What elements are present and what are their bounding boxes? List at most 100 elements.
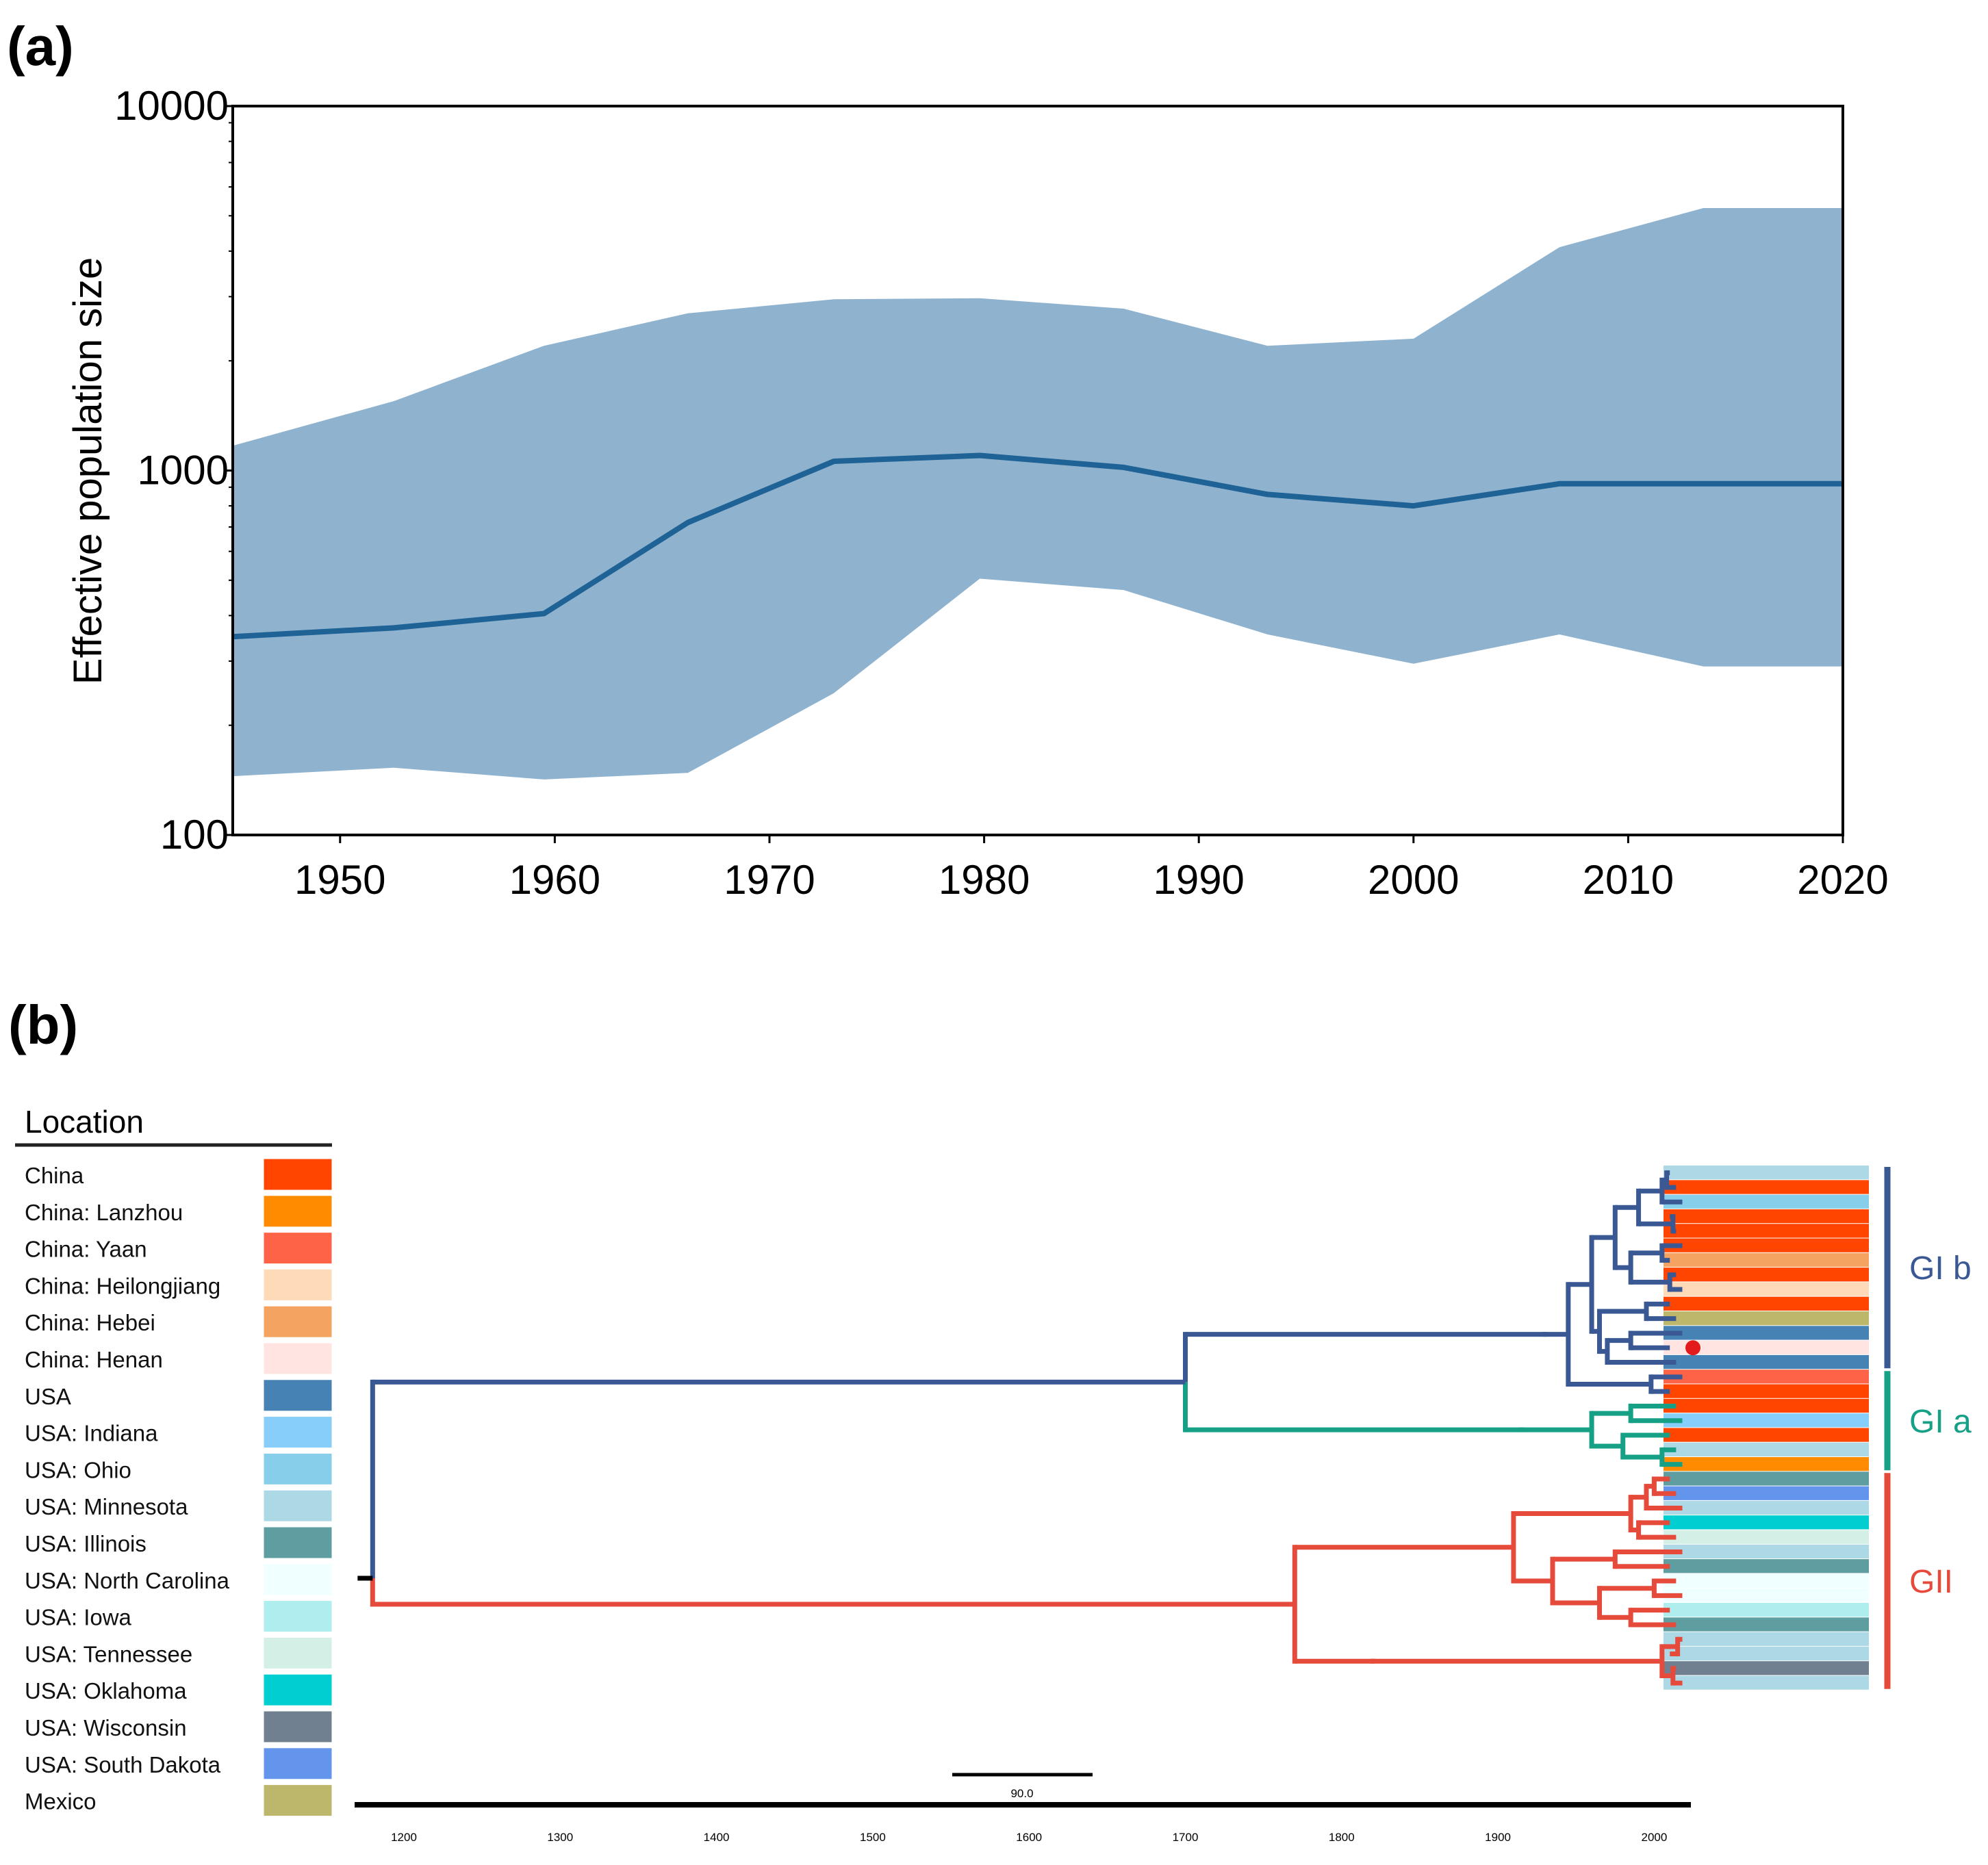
legend-label: USA: South Dakota — [25, 1752, 221, 1777]
x-tick-label: 1990 — [1153, 857, 1244, 903]
tip-bar — [1664, 1180, 1869, 1194]
tip-bar — [1664, 1224, 1869, 1238]
legend-swatch — [263, 1673, 333, 1706]
tip-bar — [1664, 1194, 1869, 1209]
x-tick-label: 2000 — [1368, 857, 1459, 903]
clade-label: GII — [1909, 1564, 1953, 1600]
legend-label: China — [25, 1163, 84, 1188]
tip-bar — [1664, 1646, 1869, 1661]
legend-swatch — [263, 1526, 333, 1559]
panel-b-label: (b) — [8, 994, 78, 1055]
tip-bar — [1664, 1282, 1869, 1296]
tip-bar — [1664, 1559, 1869, 1573]
legend-label: USA — [25, 1384, 71, 1409]
legend-label: China: Lanzhou — [25, 1200, 183, 1225]
legend-label: China: Henan — [25, 1347, 163, 1372]
clade-label: GI b — [1909, 1250, 1972, 1287]
tip-bar — [1664, 1617, 1869, 1632]
legend-swatch — [263, 1600, 333, 1633]
legend-label: USA: Illinois — [25, 1531, 146, 1556]
tip-bar — [1664, 1457, 1869, 1471]
legend-label: China: Heilongjiang — [25, 1273, 220, 1298]
tip-bar — [1664, 1486, 1869, 1500]
time-tick-label: 1800 — [1329, 1831, 1355, 1844]
tip-bar — [1664, 1530, 1869, 1544]
clade-label: GI a — [1909, 1404, 1972, 1440]
tip-bar — [1664, 1398, 1869, 1413]
tip-bar — [1664, 1166, 1869, 1180]
x-tick-label: 2010 — [1583, 857, 1674, 903]
legend-label: China: Yaan — [25, 1237, 147, 1262]
tip-bar — [1664, 1252, 1869, 1268]
time-tick-label: 1500 — [860, 1831, 886, 1844]
tip-bar — [1664, 1588, 1869, 1602]
time-tick-label: 2000 — [1641, 1831, 1667, 1844]
legend-label: USA: Iowa — [25, 1605, 132, 1630]
time-tick-label: 1300 — [547, 1831, 573, 1844]
phylogenetic-tree: GI b GI a GII 90.0 1200 1300 1400 1500 1600 1700 1… — [355, 1166, 1972, 1844]
legend-swatch — [263, 1489, 333, 1522]
panel-a-label: (a) — [7, 16, 74, 77]
legend-label: USA: Oklahoma — [25, 1678, 187, 1703]
tip-bar — [1664, 1661, 1869, 1675]
scale-bar-label: 90.0 — [1010, 1787, 1033, 1800]
legend-swatch — [263, 1747, 333, 1780]
legend-swatch — [263, 1305, 333, 1338]
legend-label: USA: Indiana — [25, 1421, 158, 1446]
time-tick-label: 1200 — [391, 1831, 417, 1844]
y-tick-label: 1000 — [138, 448, 229, 493]
x-tick-label: 1950 — [294, 857, 385, 903]
legend-swatch — [263, 1379, 333, 1412]
tip-bar — [1664, 1326, 1869, 1340]
tip-bar — [1664, 1544, 1869, 1559]
tip-bar — [1664, 1369, 1869, 1384]
x-tick-label: 1970 — [724, 857, 815, 903]
tip-bar — [1664, 1603, 1869, 1617]
tip-bar — [1664, 1209, 1869, 1224]
tip-bar — [1664, 1268, 1869, 1282]
tip-bar — [1664, 1632, 1869, 1646]
time-tick-label: 1600 — [1016, 1831, 1042, 1844]
x-tick-label: 1980 — [939, 857, 1030, 903]
legend-label: Mexico — [25, 1789, 97, 1814]
legend-label: USA: Wisconsin — [25, 1715, 187, 1740]
legend-swatch — [263, 1636, 333, 1669]
y-tick-label: 10000 — [114, 83, 229, 129]
hpd-band — [233, 208, 1843, 780]
tip-bar — [1664, 1296, 1869, 1311]
tip-bar — [1664, 1675, 1869, 1690]
legend-swatch — [263, 1784, 333, 1817]
legend-swatch — [263, 1452, 333, 1485]
tip-bar — [1664, 1413, 1869, 1428]
legend-swatch — [263, 1416, 333, 1449]
legend-label: USA: Ohio — [25, 1457, 131, 1482]
legend-label: USA: North Carolina — [25, 1568, 230, 1593]
time-tick-label: 1400 — [704, 1831, 730, 1844]
time-tick-label: 1700 — [1173, 1831, 1199, 1844]
y-axis-label: Effective population size — [66, 257, 110, 684]
tip-bar — [1664, 1500, 1869, 1515]
tip-bar — [1664, 1428, 1869, 1442]
tip-bar — [1664, 1238, 1869, 1252]
location-legend: Location China China: Lanzhou China: Yaan Ch… — [15, 1104, 333, 1817]
tip-bar — [1664, 1354, 1869, 1369]
legend-label: China: Hebei — [25, 1310, 155, 1335]
tip-bar — [1664, 1471, 1869, 1486]
time-tick-label: 1900 — [1485, 1831, 1511, 1844]
legend-swatch — [263, 1268, 333, 1301]
legend-swatch — [263, 1563, 333, 1596]
legend-label: USA: Minnesota — [25, 1494, 188, 1519]
legend-swatch — [263, 1232, 333, 1265]
median-line — [232, 452, 1843, 640]
tip-bar — [1664, 1311, 1869, 1326]
tip-bar — [1664, 1384, 1869, 1398]
legend-title: Location — [25, 1104, 144, 1140]
legend-swatch — [263, 1342, 333, 1375]
y-tick-label: 100 — [160, 812, 229, 858]
legend-label: USA: Tennessee — [25, 1641, 192, 1667]
tip-bar — [1664, 1340, 1869, 1354]
skyline-plot: 100 1000 10000 1950 1960 1970 1980 1990 2000 2010… — [66, 83, 1889, 903]
legend-swatch — [263, 1195, 333, 1228]
x-tick-label: 1960 — [509, 857, 600, 903]
